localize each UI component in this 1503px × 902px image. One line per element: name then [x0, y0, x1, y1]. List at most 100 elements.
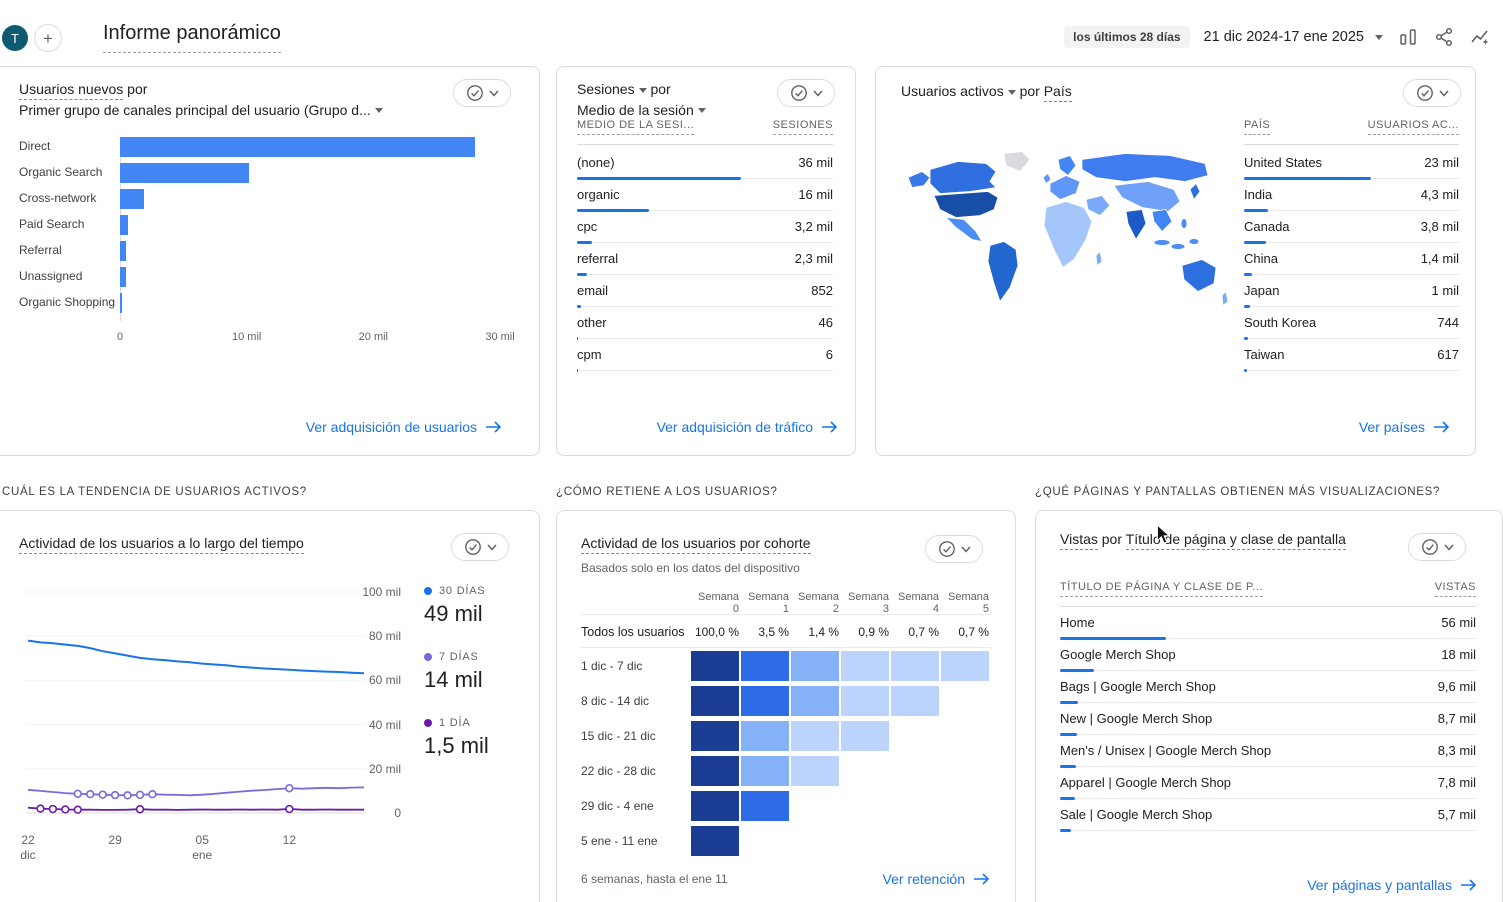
card-title-label[interactable]: Actividad de los usuarios a lo largo del…: [19, 535, 304, 554]
cohort-cell: [741, 756, 789, 786]
section-header-trend: CUÁL ES LA TENDENCIA DE USUARIOS ACTIVOS…: [2, 486, 307, 498]
stat-label: 30 DÍAS: [424, 585, 489, 597]
week-header: Semana 1: [748, 591, 789, 615]
arrow-right-icon: [1461, 879, 1477, 891]
cohort-cell: [791, 651, 839, 681]
dimension-selector[interactable]: País: [1043, 83, 1072, 102]
week-header: Semana 5: [948, 591, 989, 615]
data-point-marker: [86, 790, 95, 799]
axis-tick-label: 20 mil: [358, 331, 388, 343]
dimension-selector[interactable]: Medio de la sesión: [577, 100, 706, 121]
countries-table: United States 23 mil India 4,3 mil Canada 3,8…: [1244, 147, 1459, 372]
chevron-down-icon: [486, 544, 497, 551]
proportion-bar: [1060, 797, 1075, 800]
map-region-usa: [933, 191, 999, 218]
metric-selector[interactable]: Usuarios activos: [901, 83, 1004, 99]
card-title-label[interactable]: Actividad de los usuarios por cohorte: [581, 535, 811, 554]
metric-selector[interactable]: Vistas: [1060, 531, 1098, 550]
see-traffic-acquisition-link[interactable]: Ver adquisición de tráfico: [657, 419, 839, 435]
dimension-header[interactable]: PAÍS: [1244, 119, 1271, 135]
metric-stat: 1 DÍA 1,5 mil: [424, 717, 489, 759]
check-circle-icon: [790, 85, 807, 101]
date-range-selector[interactable]: 21 dic 2024-17 ene 2025: [1204, 29, 1383, 45]
arrow-right-icon: [822, 421, 838, 433]
metric-value: 5,7 mil: [1437, 807, 1476, 822]
cohort-note: 6 semanas, hasta el ene 11: [581, 872, 728, 886]
map-region-canada: [929, 161, 997, 194]
link-label: Ver retención: [882, 871, 966, 887]
cohort-cell: [691, 826, 739, 856]
card-validity-control[interactable]: [1408, 533, 1466, 561]
x-axis-sublabel: dic: [20, 848, 36, 862]
title-por: por: [1101, 531, 1122, 547]
cohort-cell: [741, 721, 789, 751]
dimension-header[interactable]: TÍTULO DE PÁGINA Y CLASE DE P...: [1060, 581, 1264, 597]
card-validity-control[interactable]: [777, 79, 835, 107]
dimension-value: India: [1244, 187, 1273, 202]
bar-category-label: Direct: [19, 139, 51, 153]
table-row: New | Google Merch Shop 8,7 mil: [1060, 703, 1476, 736]
insights-icon[interactable]: [1469, 26, 1491, 48]
page-title[interactable]: Informe panorámico: [103, 22, 281, 53]
metric-header[interactable]: USUARIOS AC...: [1367, 119, 1459, 135]
cohort-row-label: 15 dic - 21 dic: [581, 729, 656, 743]
percent-value: 0,7 %: [908, 625, 939, 639]
data-point-marker: [61, 805, 70, 814]
horizontal-bar-chart: Direct Organic Search Cross-network Paid Se…: [0, 137, 541, 352]
chevron-down-icon: [1375, 34, 1383, 40]
dimension-header[interactable]: MEDIO DE LA SESI...: [577, 119, 695, 135]
metric-value: 46: [818, 315, 833, 330]
bar: [120, 267, 126, 287]
card-validity-control[interactable]: [453, 79, 511, 107]
see-retention-link[interactable]: Ver retención: [883, 871, 992, 887]
chevron-down-icon: [812, 90, 823, 97]
proportion-bar: [1244, 305, 1250, 308]
dimension-value: United States: [1244, 155, 1323, 170]
proportion-bar: [1060, 669, 1094, 672]
dimension-value: cpm: [577, 347, 602, 362]
metric-header[interactable]: SESIONES: [772, 119, 833, 135]
card-validity-control[interactable]: [925, 535, 983, 563]
bar-category-label: Organic Shopping: [19, 295, 116, 309]
metric-selector[interactable]: Sesiones: [577, 81, 635, 97]
map-region-scandinavia: [1057, 155, 1077, 177]
share-icon[interactable]: [1433, 26, 1455, 48]
cohort-cell: [791, 756, 839, 786]
date-preset-badge: los últimos 28 días: [1064, 26, 1190, 48]
data-point-marker: [135, 790, 145, 800]
metric-header[interactable]: VISTAS: [1434, 581, 1476, 597]
card-validity-control[interactable]: [1403, 79, 1461, 107]
card-validity-control[interactable]: [451, 533, 509, 561]
arrow-right-icon: [974, 873, 990, 885]
dimension-selector[interactable]: Título de página y clase de pantalla: [1125, 531, 1346, 550]
bar: [120, 241, 127, 261]
stat-label: 1 DÍA: [424, 717, 489, 729]
add-button[interactable]: +: [34, 24, 62, 52]
compare-icon[interactable]: [1397, 26, 1419, 48]
proportion-bar: [577, 305, 581, 308]
x-axis-sublabel: ene: [192, 848, 213, 862]
bar: [120, 137, 475, 157]
see-pages-link[interactable]: Ver páginas y pantallas: [1307, 877, 1478, 893]
table-row: Apparel | Google Merch Shop 7,8 mil: [1060, 767, 1476, 800]
table-row: Bags | Google Merch Shop 9,6 mil: [1060, 671, 1476, 704]
metric-selector[interactable]: Usuarios nuevos: [19, 81, 124, 100]
title-por: por: [650, 81, 671, 97]
see-countries-link[interactable]: Ver países: [1359, 419, 1451, 435]
stat-value: 1,5 mil: [424, 733, 489, 758]
metric-value: 744: [1437, 315, 1459, 330]
bar-category-label: Unassigned: [19, 269, 83, 283]
dimension-value: New | Google Merch Shop: [1060, 711, 1213, 726]
cohort-row-label: 1 dic - 7 dic: [581, 659, 643, 673]
chevron-down-icon: [1007, 89, 1016, 95]
bar: [120, 215, 128, 235]
proportion-bar: [1244, 177, 1371, 180]
percent-value: 0,9 %: [858, 625, 889, 639]
avatar[interactable]: T: [2, 25, 28, 51]
dimension-selector[interactable]: Primer grupo de canales principal del us…: [19, 100, 383, 121]
axis-tick-label: 30 mil: [485, 331, 515, 343]
see-users-acquisition-link[interactable]: Ver adquisición de usuarios: [306, 419, 503, 435]
metric-value: 3,2 mil: [794, 219, 833, 234]
check-circle-icon: [464, 539, 481, 555]
dimension-value: Home: [1060, 615, 1095, 630]
